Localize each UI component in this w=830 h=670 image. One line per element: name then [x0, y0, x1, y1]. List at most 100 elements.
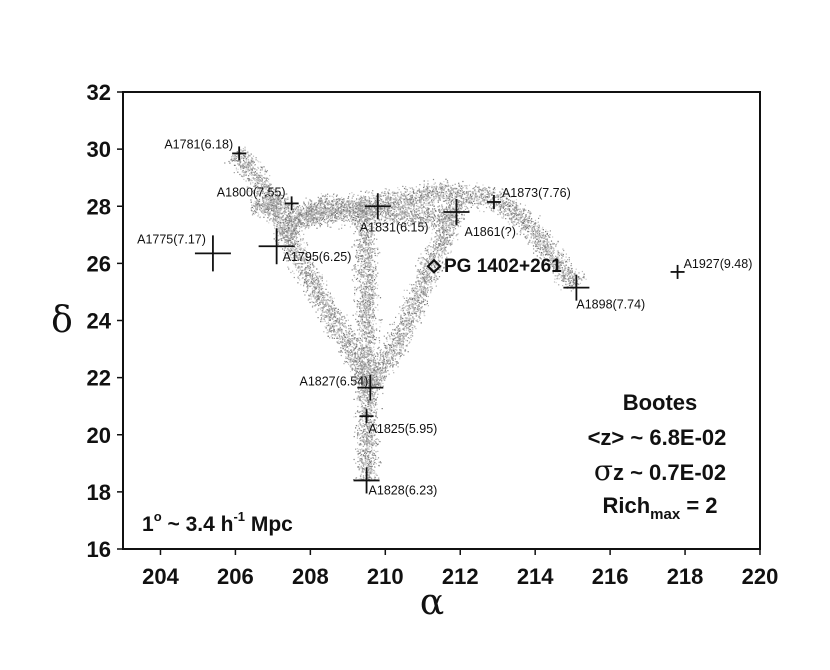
filament-dot [357, 391, 359, 393]
filament-dot [277, 221, 279, 223]
filament-dot [285, 229, 287, 232]
filament-dot [357, 194, 359, 196]
filament-dot [312, 258, 314, 260]
filament-dot [307, 265, 309, 267]
filament-dot [421, 191, 423, 193]
filament-dot [254, 186, 256, 188]
filament-dot [351, 346, 353, 348]
filament-dot [516, 207, 518, 209]
filament-dot [285, 244, 287, 246]
filament-dot [320, 293, 322, 295]
filament-dot [501, 205, 503, 207]
filament-dot [550, 264, 552, 266]
filament-dot [332, 308, 334, 310]
filament-dot [364, 208, 366, 210]
filament-dot [273, 215, 275, 217]
filament-dot [309, 266, 311, 268]
filament-dot [408, 200, 410, 202]
filament-dot [287, 235, 289, 237]
filament-dot [287, 240, 290, 242]
filament-dot [317, 286, 319, 288]
filament-dot [335, 203, 337, 205]
filament-dot [323, 299, 325, 301]
filament-dot [435, 198, 437, 200]
filament-dot [493, 190, 495, 192]
filament-dot [310, 298, 312, 300]
filament-dot [534, 234, 537, 236]
filament-dot [331, 322, 333, 324]
filament-dot [510, 210, 512, 212]
filament-dot [294, 263, 297, 265]
filament-dot [369, 202, 372, 205]
filament-dot [332, 324, 334, 326]
filament-dot [540, 254, 542, 256]
filament-dot [387, 196, 389, 198]
filament-dot [326, 196, 328, 198]
filament-dot [509, 202, 511, 204]
filament-dot [275, 213, 277, 215]
filament-dot [477, 204, 479, 206]
filament-dot [329, 325, 331, 327]
filament-dot [342, 338, 344, 341]
filament-dot [336, 319, 338, 321]
filament-dot [283, 249, 286, 251]
filament-dot [518, 223, 520, 225]
filament-dot [253, 171, 255, 173]
filament-dot [346, 334, 348, 336]
filament-dot [230, 159, 232, 161]
filament-dot [390, 197, 392, 199]
filament-dot [428, 186, 430, 188]
filament-dot [509, 218, 511, 220]
filament-dot [316, 210, 318, 212]
filament-dot [398, 202, 400, 204]
filament-dot [437, 192, 439, 194]
filament-dot [348, 333, 350, 335]
filament-dot [296, 236, 298, 239]
filament-dot [343, 346, 345, 348]
filament-dot [512, 221, 515, 223]
filament-dot [272, 197, 274, 199]
filament-dot [236, 159, 238, 162]
filament-dot [243, 157, 245, 159]
filament-dot [355, 369, 357, 371]
filament-dot [322, 303, 324, 305]
filament-dot [448, 197, 450, 199]
filament-dot [317, 303, 319, 305]
filament-dot [263, 187, 265, 189]
filament-dot [358, 373, 360, 375]
filament-dot [354, 358, 356, 360]
filament-dot [397, 195, 399, 197]
filament-dot [458, 185, 460, 187]
filament-dot [280, 198, 282, 200]
filament-dot [351, 369, 353, 371]
filament-dot [430, 197, 432, 199]
filament-dot [296, 253, 298, 255]
filament-dot [366, 190, 368, 192]
filament-dot [287, 260, 289, 262]
filament-dot [388, 203, 390, 205]
filament-dot [505, 204, 507, 207]
filament-dot [327, 210, 329, 212]
filament-dot [384, 206, 386, 208]
filament-dot [399, 199, 401, 201]
filament-dot [268, 196, 270, 198]
filament-dot [515, 212, 517, 214]
filament-dot [330, 314, 332, 316]
filament-dot [410, 197, 412, 199]
filament-dot [384, 194, 387, 196]
filament-dot [267, 181, 270, 183]
filament-dot [240, 149, 242, 151]
filament-dot [320, 295, 322, 297]
filament-dot [358, 391, 360, 393]
filament-dot [394, 195, 396, 197]
filament-dot [326, 299, 328, 301]
filament-dot [311, 271, 313, 274]
filament-dot [347, 319, 349, 321]
filament-dot [507, 214, 509, 216]
filament-dot [336, 341, 338, 343]
filament-dot [446, 196, 448, 198]
filament-dot [508, 223, 510, 225]
filament-dot [449, 190, 451, 192]
filament-dot [434, 190, 436, 192]
filament-dot [330, 298, 332, 300]
